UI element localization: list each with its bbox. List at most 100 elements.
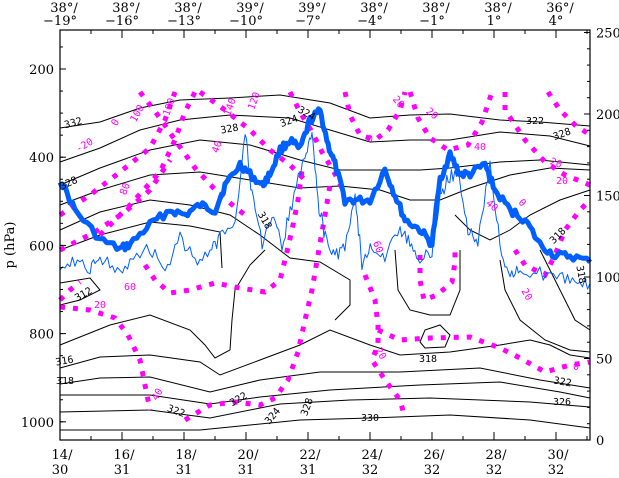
top-tick-label-lon: 4° <box>549 14 564 29</box>
wind-contour-line <box>362 274 408 419</box>
top-tick-label-lon: −13° <box>167 14 201 29</box>
wind-contour-label: 20 <box>556 176 568 187</box>
wind-contour-line <box>407 91 495 153</box>
thin-blue-series <box>59 132 591 290</box>
wind-contour-label: 20 <box>372 346 388 362</box>
top-tick-label-lat: 38°/ <box>422 1 450 16</box>
top-tick-label-lat: 38°/ <box>484 1 512 16</box>
theta-contour-label: 326 <box>553 397 571 408</box>
theta-contour-label: 330 <box>361 413 379 424</box>
bottom-tick-label-month: 32 <box>486 463 503 478</box>
top-tick-label-lon: 1° <box>487 14 502 29</box>
right-tick-label: 100 <box>596 271 619 286</box>
bottom-tick-label-day: 30/ <box>548 448 570 463</box>
theta-contour-line <box>59 277 101 306</box>
theta-contour-line <box>59 367 591 393</box>
top-tick-label-lat: 38°/ <box>112 1 140 16</box>
wind-contour-line <box>138 90 247 217</box>
top-tick-label-lat: 38°/ <box>360 1 388 16</box>
y-axis-label: p (hPa) <box>3 222 18 269</box>
bottom-tick-label-day: 22/ <box>300 448 322 463</box>
top-tick-label-lon: −7° <box>295 14 321 29</box>
wind-contour-label: 0 <box>110 117 123 128</box>
bottom-tick-label-day: 16/ <box>114 448 136 463</box>
theta-contour-label: 318 <box>573 265 587 285</box>
top-tick-label-lat: 39°/ <box>236 1 264 16</box>
theta-contour-label: 328 <box>220 123 240 137</box>
top-tick-label-lat: 36°/ <box>546 1 574 16</box>
bottom-tick-label-day: 28/ <box>486 448 508 463</box>
theta-contour-line <box>454 189 591 241</box>
bottom-tick-label-day: 24/ <box>362 448 384 463</box>
theta-contour-line <box>60 414 591 431</box>
wind-contour-label: 40 <box>150 387 166 403</box>
wind-contour-line <box>198 89 307 182</box>
top-tick-label-lon: −10° <box>229 14 263 29</box>
bottom-tick-label-day: 18/ <box>176 448 198 463</box>
wind-contour-label: 80 <box>118 182 132 197</box>
wind-contour-label: 0 <box>573 362 579 373</box>
bottom-tick-label-day: 14/ <box>52 448 74 463</box>
bottom-tick-label-month: 32 <box>424 463 441 478</box>
wind-contour-label: 60 <box>124 282 136 293</box>
theta-contour-line <box>59 329 591 376</box>
right-tick-label: 0 <box>596 434 604 449</box>
top-tick-label-lon: −1° <box>419 14 445 29</box>
theta-contour-label: 322 <box>526 116 544 127</box>
plot-frame <box>59 29 591 441</box>
wind-contour-label: 40 <box>474 142 486 153</box>
wind-contour-line <box>98 90 198 237</box>
wind-contour-line <box>142 169 305 296</box>
top-tick-label-lon: −4° <box>357 14 383 29</box>
theta-contour-line <box>59 139 591 186</box>
theta-contour-line <box>59 199 351 321</box>
wind-contour-label: 60 <box>370 240 384 255</box>
top-tick-label-lat: 39°/ <box>298 1 326 16</box>
wind-contour-line <box>502 92 591 188</box>
bottom-tick-label-month: 31 <box>114 463 131 478</box>
theta-contour-line <box>59 94 591 129</box>
top-tick-label-lon: −16° <box>105 14 139 29</box>
wind-contours <box>58 89 592 423</box>
right-tick-label: 250 <box>596 27 619 42</box>
theta-contour-line <box>539 249 591 331</box>
left-tick-label: 1000 <box>21 416 54 431</box>
bottom-tick-label-day: 20/ <box>238 448 260 463</box>
theta-contour-line <box>59 249 266 359</box>
theta-contour-line <box>394 249 461 316</box>
top-tick-label-lat: 38°/ <box>50 1 78 16</box>
wind-contour-label: 20 <box>94 300 106 311</box>
top-tick-label-lon: −19° <box>43 14 77 29</box>
bottom-tick-label-day: 26/ <box>424 448 446 463</box>
wind-contour-line <box>59 304 153 411</box>
right-tick-label: 150 <box>596 190 619 205</box>
left-tick-label: 800 <box>29 328 54 343</box>
right-tick-label: 200 <box>596 108 619 123</box>
theta-contour-label: 318 <box>56 376 74 387</box>
bottom-tick-label-month: 31 <box>300 463 317 478</box>
right-tick-label: 50 <box>596 353 613 368</box>
theta-contour-label: 318 <box>419 354 437 365</box>
theta-contour-line <box>499 259 591 353</box>
theta-contours <box>59 94 591 431</box>
wind-contour-label: 20 <box>518 287 534 303</box>
theta-contour-label: 332 <box>63 116 83 131</box>
theta-contour-line <box>60 381 591 405</box>
wind-contour-line <box>183 184 333 423</box>
left-tick-label: 200 <box>29 63 54 78</box>
theta-contour-label: 322 <box>553 376 573 390</box>
left-tick-label: 400 <box>29 151 54 166</box>
wind-contour-line <box>58 280 82 302</box>
theta-contour-line <box>59 114 591 163</box>
bottom-tick-label-month: 32 <box>548 463 565 478</box>
left-tick-label: 600 <box>29 239 54 254</box>
wind-contour-line <box>58 158 173 253</box>
bottom-tick-label-month: 31 <box>176 463 193 478</box>
wind-contour-line <box>58 91 178 218</box>
wind-contour-label: 0 <box>367 134 373 145</box>
series-lines <box>57 106 593 290</box>
theta-contour-line <box>59 397 591 419</box>
top-tick-label-lat: 38°/ <box>174 1 202 16</box>
bottom-tick-label-month: 31 <box>238 463 255 478</box>
